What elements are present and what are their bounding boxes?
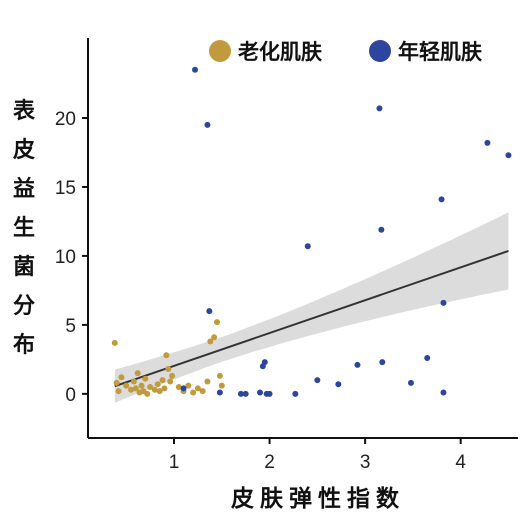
x-tick-label: 2 xyxy=(264,452,275,473)
y-tick-label: 5 xyxy=(65,316,76,337)
aging-skin-point xyxy=(218,382,225,389)
aging-skin-point xyxy=(161,385,168,392)
young-skin-point xyxy=(242,390,249,397)
data-points-layer xyxy=(111,66,512,397)
aging-skin-point xyxy=(111,339,118,346)
young-skin-point xyxy=(424,355,431,361)
young-skin-point xyxy=(257,389,263,396)
young-skin-point xyxy=(484,139,491,146)
legend-label: 年轻肌肤 xyxy=(398,40,483,64)
aging-skin-point xyxy=(156,388,163,395)
x-tick-label: 3 xyxy=(360,452,371,473)
y-axis-label-char: 分 xyxy=(13,294,35,319)
young-skin-point xyxy=(261,359,268,366)
aging-skin-point xyxy=(165,366,172,373)
aging-skin-point xyxy=(118,374,125,381)
legend: 老化肌肤 年轻肌肤 xyxy=(209,40,483,64)
young-skin-point xyxy=(216,389,223,396)
aging-skin-point xyxy=(163,352,170,359)
aging-skin-point xyxy=(214,319,220,326)
y-axis-label-char: 菌 xyxy=(13,255,35,280)
legend-marker xyxy=(209,40,231,62)
legend-label: 老化肌肤 xyxy=(238,40,323,64)
aging-skin-point xyxy=(194,385,201,392)
young-skin-point xyxy=(505,152,512,159)
aging-skin-point xyxy=(207,338,214,345)
aging-skin-point xyxy=(147,383,154,390)
confidence-band xyxy=(114,212,509,403)
y-tick-label: 10 xyxy=(55,247,76,268)
aging-skin-point xyxy=(123,382,130,389)
y-axis-label-char: 表 xyxy=(13,99,36,124)
young-skin-point xyxy=(335,381,342,388)
axes: 0 5 10 15 20 1 2 3 4 xyxy=(55,38,518,473)
aging-skin-point xyxy=(151,386,158,393)
legend-marker xyxy=(369,40,391,62)
regression-line-layer xyxy=(114,250,509,388)
young-skin-point xyxy=(180,385,187,392)
aging-skin-point xyxy=(190,389,197,396)
x-axis-label: 皮肤弹性指数 xyxy=(231,486,405,512)
aging-skin-point xyxy=(142,375,149,382)
aging-skin-point xyxy=(167,378,174,385)
young-skin-point xyxy=(314,377,321,384)
aging-skin-point xyxy=(154,381,161,388)
young-skin-point xyxy=(206,308,213,315)
y-axis-label-char: 生 xyxy=(13,216,35,241)
aging-skin-point xyxy=(211,334,218,341)
x-tick-label: 1 xyxy=(169,452,180,473)
aging-skin-point xyxy=(134,370,141,377)
young-skin-point xyxy=(354,361,361,368)
aging-skin-point xyxy=(128,386,134,393)
aging-skin-point xyxy=(199,388,206,395)
confidence-band-layer xyxy=(114,212,509,403)
young-skin-point xyxy=(379,359,386,366)
aging-skin-point xyxy=(169,372,176,379)
y-axis-label-char: 益 xyxy=(13,176,35,202)
y-tick-label: 15 xyxy=(55,178,76,199)
x-tick-label: 4 xyxy=(455,452,466,473)
aging-skin-point xyxy=(130,378,137,385)
young-skin-point xyxy=(237,390,244,397)
y-axis-label-char: 皮 xyxy=(13,137,35,163)
aging-skin-point xyxy=(204,378,211,385)
young-skin-point xyxy=(440,299,447,306)
aging-skin-point xyxy=(175,383,182,390)
aging-skin-point xyxy=(144,390,151,397)
young-skin-point xyxy=(378,226,385,233)
young-skin-point xyxy=(292,390,299,397)
aging-skin-point xyxy=(132,385,139,392)
young-skin-point xyxy=(304,243,311,250)
young-skin-point xyxy=(376,105,383,112)
young-skin-point xyxy=(204,121,211,128)
y-tick-label: 20 xyxy=(55,109,76,130)
aging-skin-point xyxy=(138,382,145,389)
young-skin-point xyxy=(440,389,447,396)
y-tick-label: 0 xyxy=(65,385,76,406)
aging-skin-point xyxy=(113,379,120,386)
young-skin-point xyxy=(192,66,199,73)
regression-line xyxy=(114,250,509,388)
aging-skin-point xyxy=(216,372,223,379)
aging-skin-point xyxy=(159,377,166,384)
young-skin-point xyxy=(407,379,414,386)
y-axis-label-char: 布 xyxy=(13,332,35,358)
aging-skin-point xyxy=(185,382,192,389)
young-skin-point xyxy=(438,196,445,203)
young-skin-point xyxy=(266,390,273,397)
aging-skin-point xyxy=(115,388,122,395)
